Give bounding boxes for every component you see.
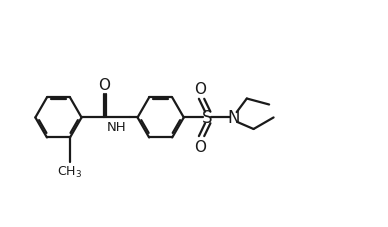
Text: N: N: [227, 109, 240, 127]
Text: O: O: [194, 139, 206, 154]
Text: S: S: [202, 109, 212, 127]
Text: O: O: [98, 77, 110, 92]
Text: CH$_3$: CH$_3$: [57, 164, 83, 179]
Text: NH: NH: [107, 121, 126, 133]
Text: O: O: [194, 82, 206, 97]
